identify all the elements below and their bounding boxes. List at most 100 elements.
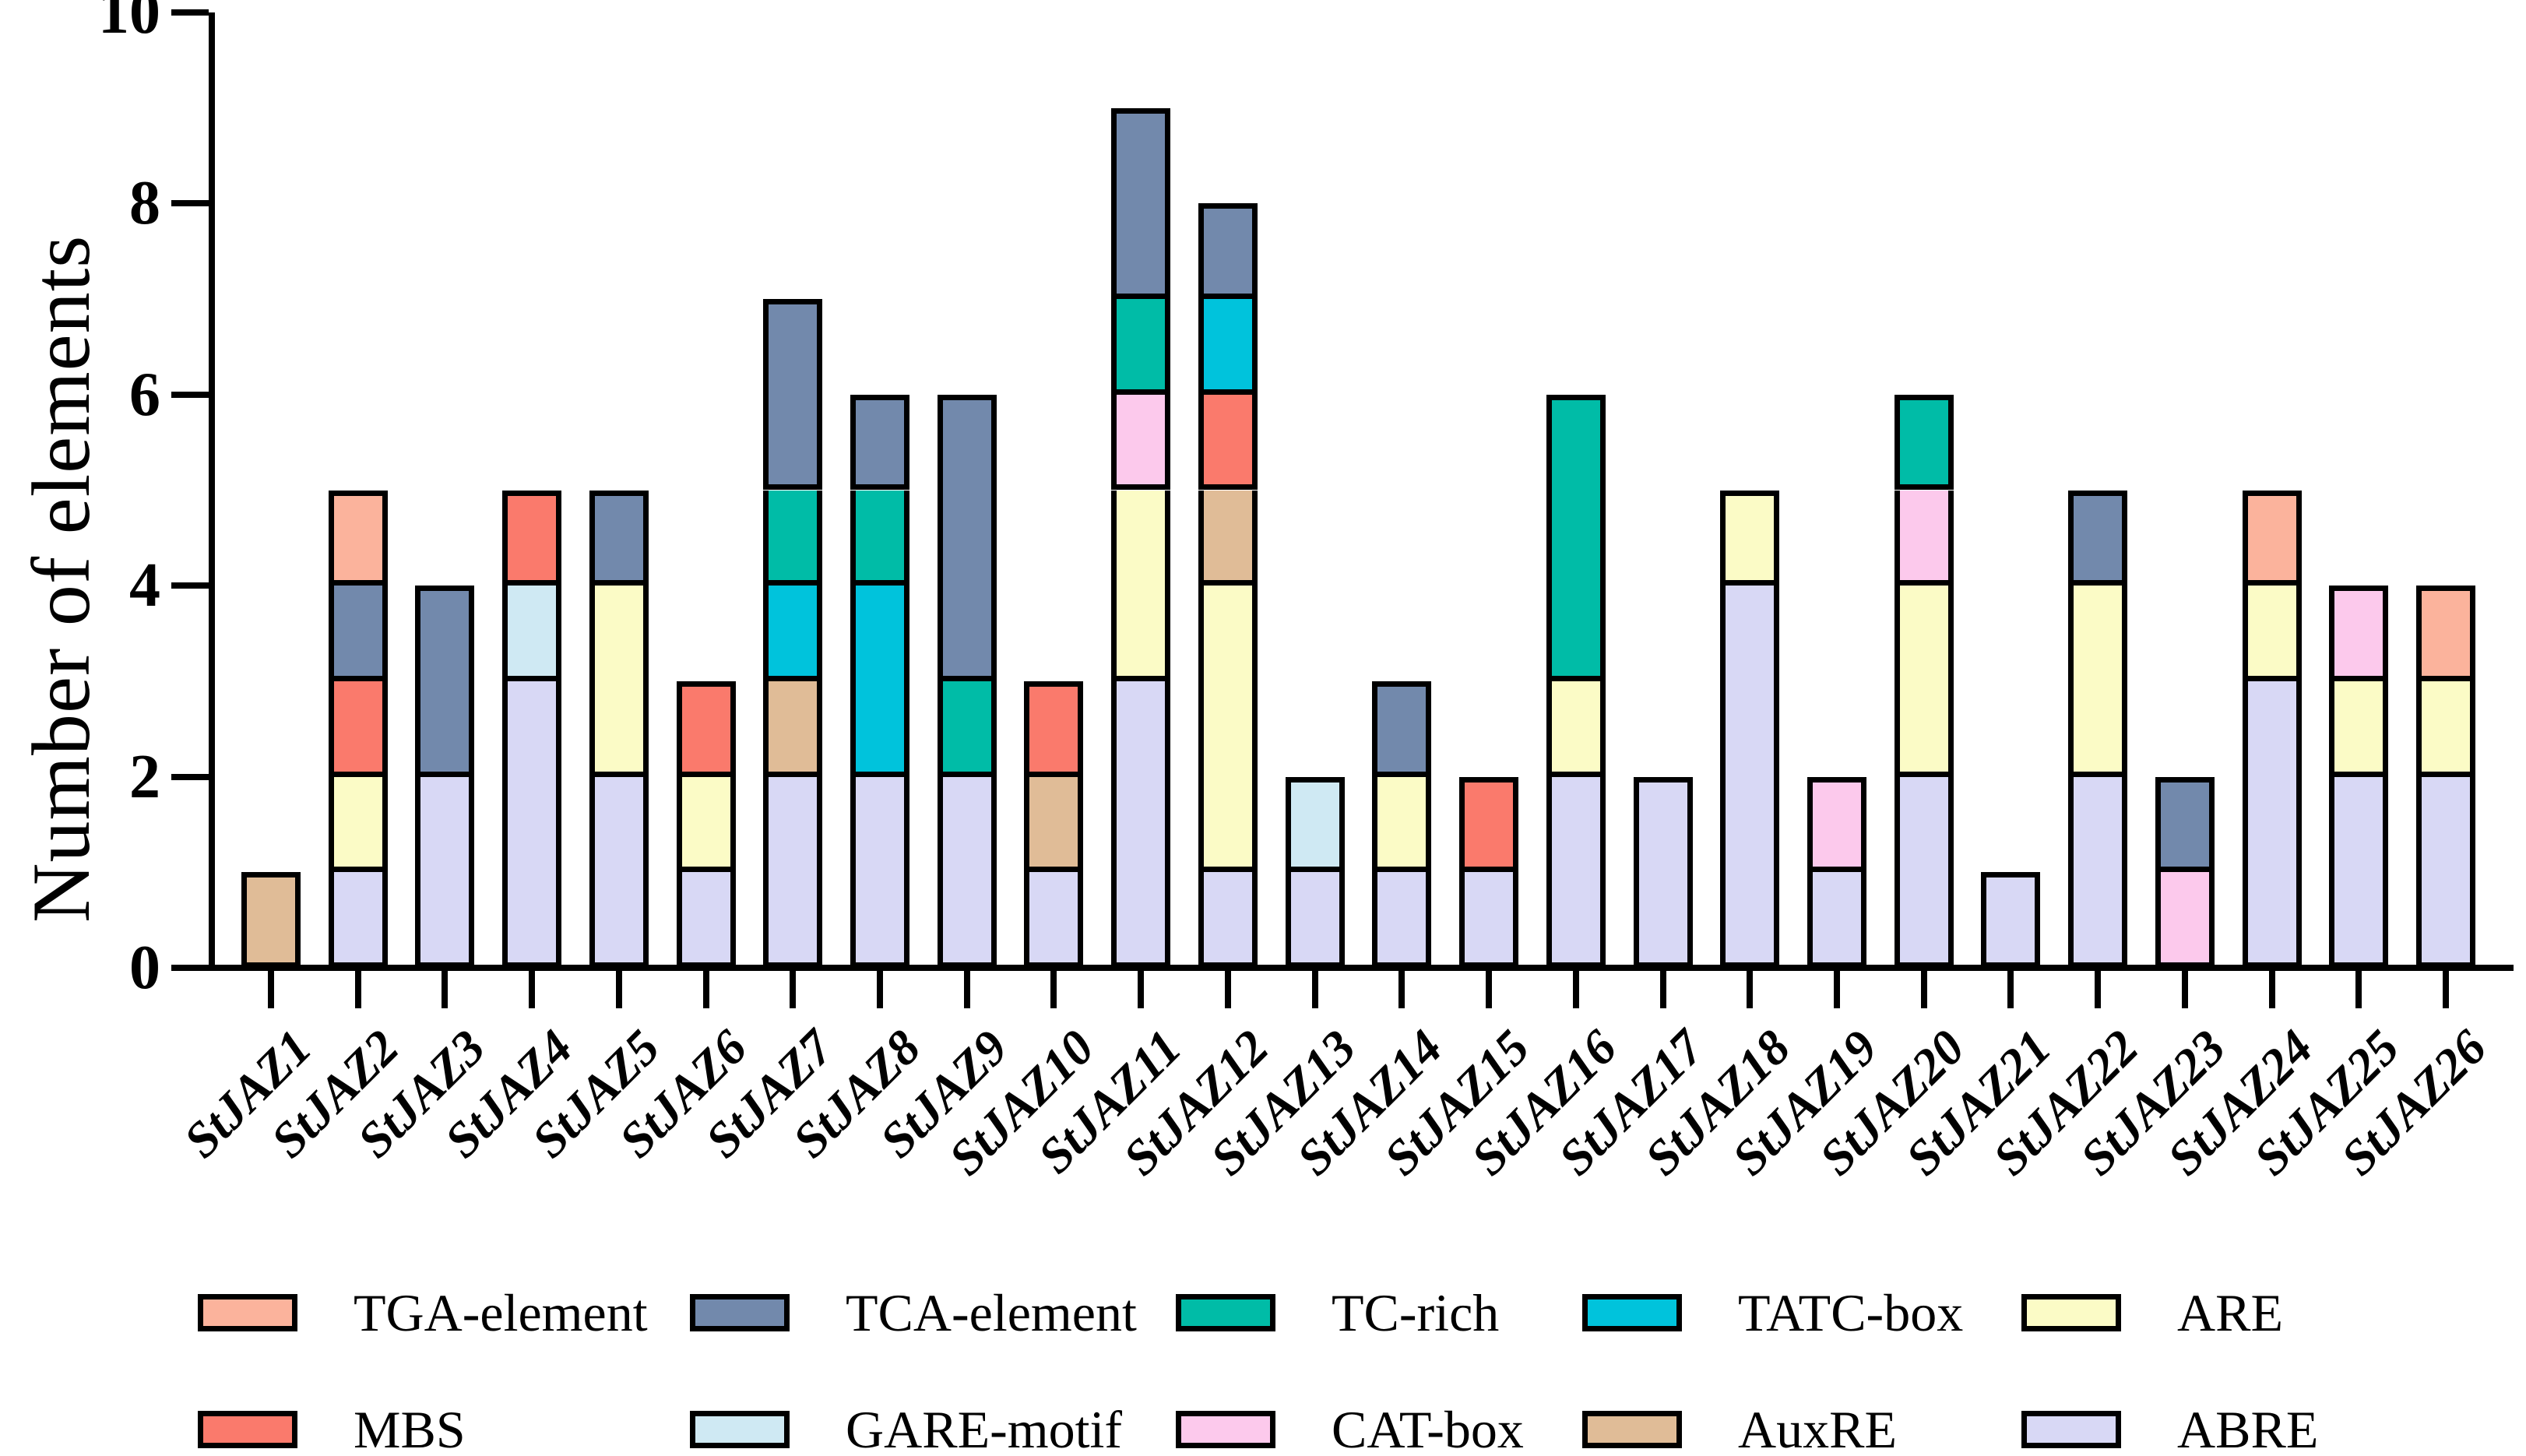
x-tick xyxy=(702,971,709,1008)
legend-label: TGA-element xyxy=(354,1283,648,1342)
bar-segment-mbs xyxy=(1198,394,1258,491)
bar-segment-tatc-box xyxy=(1198,299,1258,395)
bar-segment-are xyxy=(1372,776,1432,873)
legend-swatch xyxy=(2021,1411,2121,1448)
bar-segment-are xyxy=(1546,681,1606,777)
legend-item-mbs: MBS xyxy=(198,1403,466,1456)
x-tick xyxy=(2095,971,2102,1008)
legend-swatch xyxy=(1582,1411,1682,1448)
bar-segment-are xyxy=(2329,681,2389,777)
legend-swatch xyxy=(690,1411,790,1448)
bar-segment-tca-element xyxy=(850,394,910,491)
legend-swatch xyxy=(1582,1294,1682,1331)
legend-item-cat-box: CAT-box xyxy=(1176,1403,1524,1456)
legend-swatch xyxy=(198,1411,297,1448)
x-tick xyxy=(529,971,536,1008)
bar-segment-tca-element xyxy=(1198,203,1258,300)
x-tick xyxy=(2007,971,2014,1008)
bar-segment-abre xyxy=(328,872,388,968)
bar-segment-auxre xyxy=(241,872,301,968)
bar-segment-abre xyxy=(676,872,736,968)
x-tick xyxy=(1833,971,1840,1008)
legend-item-gare-motif: GARE-motif xyxy=(690,1403,1122,1456)
bar-segment-are xyxy=(1894,586,1954,777)
x-tick xyxy=(1920,971,1927,1008)
bar-segment-tga-element xyxy=(2416,586,2475,681)
bar-segment-auxre xyxy=(1198,490,1258,586)
legend-swatch xyxy=(2021,1294,2121,1331)
bar-segment-abre xyxy=(1459,872,1519,968)
bar-segment-tca-element xyxy=(763,299,823,491)
y-axis-line xyxy=(209,12,215,971)
bar-segment-are xyxy=(2416,681,2475,777)
legend-item-are: ARE xyxy=(2021,1286,2283,1339)
y-tick-label: 10 xyxy=(98,0,160,47)
bar-segment-abre xyxy=(589,776,649,968)
bar-segment-abre xyxy=(1807,872,1866,968)
bar-segment-mbs xyxy=(1459,776,1519,873)
x-tick xyxy=(877,971,884,1008)
bar-segment-cat-box xyxy=(2329,586,2389,681)
legend-label: MBS xyxy=(354,1400,466,1456)
y-tick-label: 2 xyxy=(129,742,160,811)
x-tick xyxy=(1747,971,1754,1008)
legend-swatch xyxy=(1176,1411,1275,1448)
bar-segment-cat-box xyxy=(1807,776,1866,873)
bar-segment-abre xyxy=(415,776,475,968)
legend-label: TC-rich xyxy=(1332,1283,1500,1342)
y-tick-label: 8 xyxy=(129,169,160,238)
legend-swatch xyxy=(690,1294,790,1331)
bar-segment-are xyxy=(1720,490,1780,586)
y-tick-label: 0 xyxy=(129,934,160,1002)
bar-segment-auxre xyxy=(1024,776,1084,873)
x-tick xyxy=(963,971,970,1008)
legend-swatch xyxy=(198,1294,297,1331)
bar-segment-tca-element xyxy=(937,394,997,681)
bar-segment-are xyxy=(1111,490,1171,681)
bar-segment-tca-element xyxy=(1111,107,1171,300)
bar-segment-cat-box xyxy=(1894,490,1954,586)
bar-segment-mbs xyxy=(328,681,388,777)
legend-item-auxre: AuxRE xyxy=(1582,1403,1897,1456)
x-tick xyxy=(1572,971,1579,1008)
bar-segment-abre xyxy=(2416,776,2475,968)
y-tick-label: 6 xyxy=(129,360,160,429)
bar-segment-tga-element xyxy=(2242,490,2302,586)
bar-segment-tatc-box xyxy=(763,586,823,681)
bar-segment-are xyxy=(2242,586,2302,681)
x-tick xyxy=(268,971,274,1008)
bar-segment-tc-rich xyxy=(1546,394,1606,681)
legend-item-tatc-box: TATC-box xyxy=(1582,1286,1963,1339)
bar-segment-abre xyxy=(1633,776,1693,968)
bar-segment-abre xyxy=(2329,776,2389,968)
legend-item-abre: ABRE xyxy=(2021,1403,2318,1456)
legend-item-tga-element: TGA-element xyxy=(198,1286,648,1339)
bar-segment-abre xyxy=(1024,872,1084,968)
bar-segment-abre xyxy=(1372,872,1432,968)
legend-swatch xyxy=(1176,1294,1275,1331)
x-tick xyxy=(2268,971,2275,1008)
bar-segment-cat-box xyxy=(1111,394,1171,491)
bar-segment-tca-element xyxy=(2068,490,2128,586)
bar-segment-tca-element xyxy=(2155,776,2215,873)
y-tick-label: 4 xyxy=(129,551,160,621)
bar-segment-abre xyxy=(1198,872,1258,968)
bar-segment-tc-rich xyxy=(1894,394,1954,491)
bar-segment-abre xyxy=(850,776,910,968)
legend-label: ARE xyxy=(2177,1283,2283,1342)
bar-segment-tca-element xyxy=(589,490,649,586)
legend-item-tc-rich: TC-rich xyxy=(1176,1286,1499,1339)
legend-label: ABRE xyxy=(2177,1400,2319,1456)
x-tick xyxy=(790,971,797,1008)
bar-segment-are xyxy=(1198,586,1258,873)
x-tick xyxy=(1659,971,1666,1008)
bar-segment-abre xyxy=(1285,872,1345,968)
x-tick xyxy=(2181,971,2188,1008)
y-tick xyxy=(171,965,209,971)
bar-segment-are xyxy=(676,776,736,873)
bar-segment-tatc-box xyxy=(850,586,910,777)
y-tick xyxy=(171,582,209,589)
x-tick xyxy=(1311,971,1318,1008)
legend-label: TATC-box xyxy=(1738,1283,1964,1342)
